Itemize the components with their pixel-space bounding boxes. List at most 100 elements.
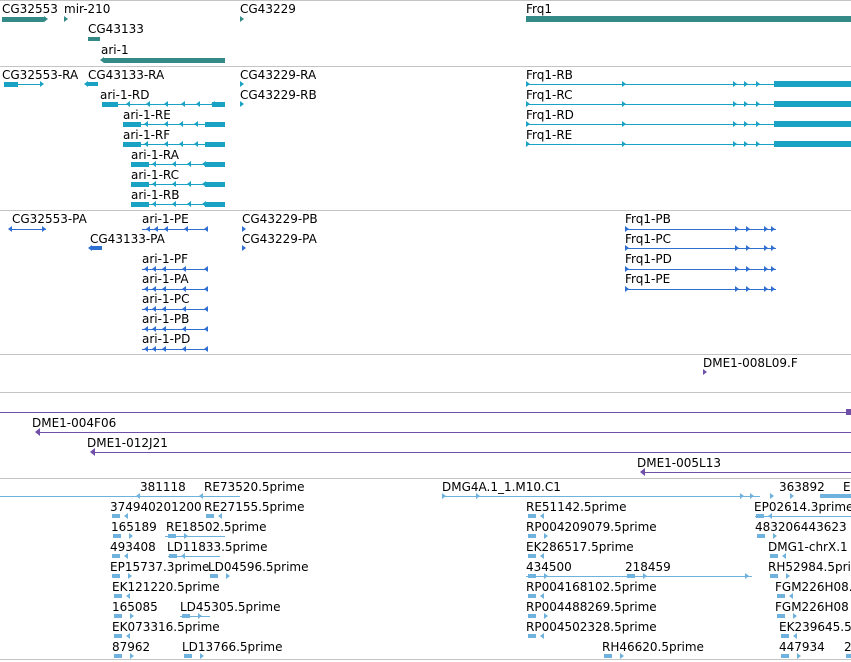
exon-block	[212, 102, 225, 107]
strand-arrow	[152, 181, 156, 187]
feature-label: ari-1-RD	[100, 88, 150, 102]
intron-line	[18, 84, 40, 85]
strand-arrow	[773, 533, 777, 539]
feature-label: LD13766.5prime	[182, 640, 283, 654]
exon-block	[205, 182, 225, 187]
feature-label: EK239645.5	[779, 620, 851, 634]
intron-line	[142, 329, 208, 330]
exon-block	[774, 141, 851, 147]
feature-label: E	[843, 480, 851, 494]
strand-arrow	[204, 306, 208, 312]
feature-label: CG32553	[2, 2, 58, 16]
exon-block	[92, 246, 102, 250]
feature-label: Frq1-RE	[526, 128, 573, 142]
track-separator	[0, 659, 851, 660]
intron-line	[645, 472, 851, 473]
intron-line	[142, 289, 208, 290]
strand-arrow	[204, 226, 208, 232]
intron-line	[755, 516, 851, 517]
exon-block	[104, 58, 225, 63]
track-separator	[0, 354, 851, 355]
strand-arrow	[790, 493, 794, 499]
strand-arrow	[476, 493, 480, 499]
strand-arrow	[126, 633, 130, 639]
strand-arrow	[703, 369, 707, 375]
exon-block	[102, 102, 118, 107]
strand-arrow	[194, 141, 198, 147]
strand-arrow	[735, 245, 739, 251]
strand-arrow	[622, 121, 626, 127]
intron-line	[442, 496, 760, 497]
exon-block	[205, 202, 225, 207]
strand-arrow	[771, 245, 775, 251]
feature-label: RP004209079.5prime	[526, 520, 657, 534]
feature-label: RE51142.5prime	[526, 500, 627, 514]
feature-label: ari-1-PB	[142, 312, 190, 326]
feature-label: EP02614.3prime	[754, 500, 851, 514]
strand-arrow	[154, 226, 158, 232]
feature-label: ari-1	[101, 43, 129, 57]
strand-arrow	[218, 513, 222, 519]
strand-arrow	[540, 513, 544, 519]
strand-arrow	[84, 81, 88, 87]
strand-arrow	[144, 121, 148, 127]
strand-arrow	[744, 121, 748, 127]
strand-arrow	[540, 553, 544, 559]
strand-arrow	[540, 593, 544, 599]
feature-label: EP15737.3prime	[110, 560, 210, 574]
intron-line	[131, 204, 225, 205]
exon-block	[4, 82, 18, 87]
feature-label: EK073316.5prime	[112, 620, 220, 634]
strand-arrow	[144, 326, 148, 332]
strand-arrow	[740, 493, 744, 499]
strand-arrow	[164, 101, 168, 107]
strand-arrow	[152, 346, 156, 352]
strand-arrow	[625, 286, 629, 292]
feature-label: DME1-012J21	[87, 436, 168, 450]
intron-line	[526, 84, 851, 85]
strand-arrow	[179, 121, 183, 127]
strand-arrow	[226, 573, 230, 579]
strand-arrow	[756, 81, 760, 87]
track-separator	[0, 0, 851, 1]
strand-arrow	[735, 226, 739, 232]
strand-arrow	[187, 161, 191, 167]
exon-block	[528, 614, 536, 618]
exon-block	[774, 81, 851, 87]
feature-label: EK121220.5prime	[112, 580, 220, 594]
exon-block	[777, 614, 785, 618]
feature-label: RH46620.5prime	[602, 640, 704, 654]
feature-label: ari-1-RC	[131, 168, 180, 182]
exon-block	[114, 594, 122, 598]
track-separator	[0, 392, 851, 393]
intron-line	[142, 349, 208, 350]
strand-arrow	[764, 286, 768, 292]
intron-line	[526, 124, 851, 125]
exon-block	[88, 82, 98, 86]
intron-line	[131, 164, 225, 165]
exon-block	[114, 634, 122, 638]
strand-arrow	[162, 326, 166, 332]
strand-arrow	[625, 266, 629, 272]
exon-block	[210, 574, 218, 578]
strand-arrow	[771, 266, 775, 272]
exon-block	[770, 554, 778, 558]
strand-arrow	[526, 81, 530, 87]
track-separator	[0, 478, 851, 479]
exon-block	[528, 634, 536, 638]
strand-arrow	[526, 121, 530, 127]
strand-arrow	[144, 346, 148, 352]
strand-arrow	[750, 493, 754, 499]
strand-arrow	[797, 653, 801, 659]
strand-arrow	[442, 493, 446, 499]
intron-line	[180, 616, 210, 617]
strand-arrow	[200, 653, 204, 659]
intron-line	[131, 184, 225, 185]
strand-arrow	[35, 428, 40, 436]
intron-line	[625, 248, 776, 249]
strand-arrow	[746, 226, 750, 232]
exon-block	[528, 534, 536, 538]
strand-arrow	[770, 493, 774, 499]
exon-block	[774, 121, 851, 127]
exon-block	[112, 554, 120, 558]
